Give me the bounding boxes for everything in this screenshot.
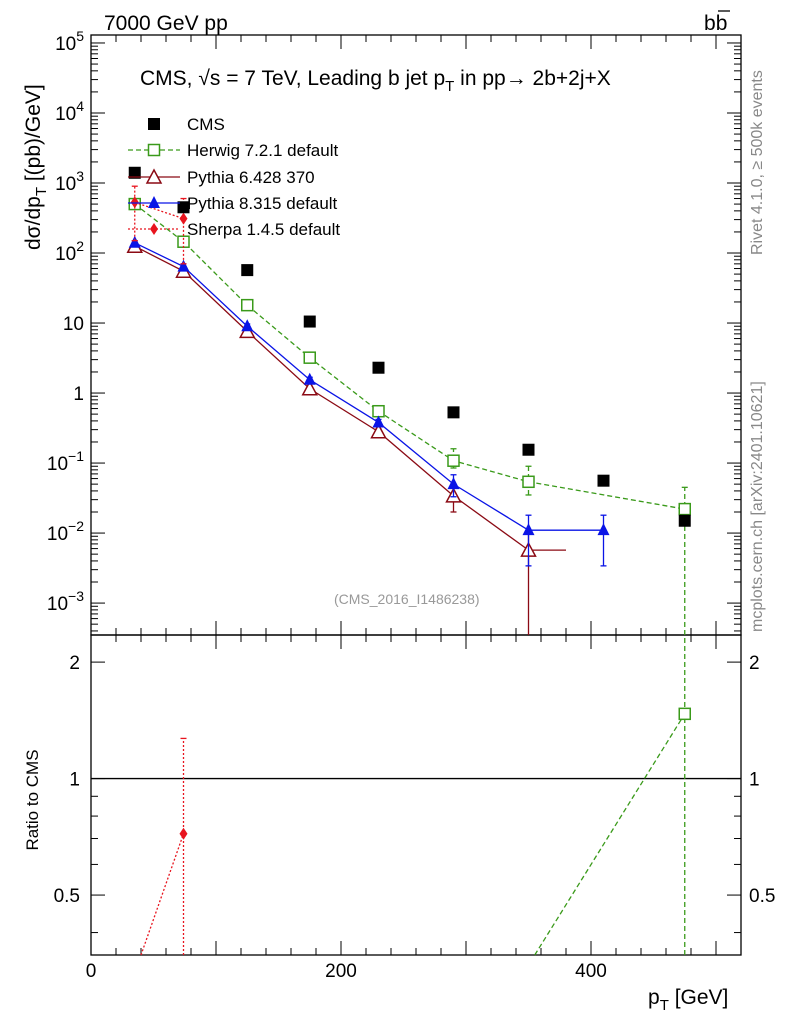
ratio-series-sherpa-1-4-5-default xyxy=(140,737,188,956)
series-line xyxy=(134,203,685,510)
legend-marker xyxy=(150,223,158,235)
analysis-watermark: (CMS_2016_I1486238) xyxy=(334,591,480,607)
data-point xyxy=(597,474,610,487)
series-sherpa-1-4-5-default xyxy=(130,185,188,265)
data-point xyxy=(678,514,691,527)
y-tick-label: 10−3 xyxy=(47,588,84,615)
legend-marker xyxy=(148,118,160,130)
process-label: bb xyxy=(704,12,727,35)
y-tick-label: 10 xyxy=(63,314,84,335)
ratio-series-group xyxy=(140,635,691,956)
data-point xyxy=(179,212,188,225)
ratio-y-tick-label: 0.5 xyxy=(54,886,80,907)
ratio-y-axis-label: Ratio to CMS xyxy=(23,749,42,850)
x-tick-label: 400 xyxy=(575,961,607,982)
mcplots-label: mcplots.cern.ch [arXiv:2401.10621] xyxy=(749,381,766,632)
ratio-plot-frame xyxy=(90,634,742,956)
legend-item: Sherpa 1.4.5 default xyxy=(128,220,340,239)
legend-item: Pythia 8.315 default xyxy=(128,194,338,213)
ratio-y-tick-label: 2 xyxy=(69,653,80,674)
data-point xyxy=(372,415,385,428)
legend-marker xyxy=(147,143,161,157)
y-tick-label: 104 xyxy=(55,98,84,125)
legend-marker xyxy=(148,196,160,208)
series-pythia-8-315-default xyxy=(128,235,610,567)
data-point xyxy=(597,523,610,536)
data-point xyxy=(128,235,141,248)
legend-label: Pythia 6.428 370 xyxy=(187,168,315,187)
series-herwig-7-2-1-default xyxy=(128,197,691,635)
y-tick-label: 105 xyxy=(55,28,84,55)
legend-label: Sherpa 1.4.5 default xyxy=(187,220,340,239)
y-tick-label: 103 xyxy=(55,168,84,195)
series-line xyxy=(134,245,566,551)
data-point xyxy=(241,264,254,277)
series-line xyxy=(134,242,604,531)
legend-item: Herwig 7.2.1 default xyxy=(128,141,338,160)
legend-item: Pythia 6.428 370 xyxy=(128,168,315,187)
x-axis-label: pT [GeV] xyxy=(648,986,728,1014)
main-y-axis-label: dσ/dpT [(pb)/GeV] xyxy=(22,84,50,250)
data-point xyxy=(372,361,385,374)
legend-item: CMS xyxy=(148,115,225,134)
data-point xyxy=(678,502,691,516)
ratio-axis-ticks xyxy=(90,635,742,955)
legend-label: Herwig 7.2.1 default xyxy=(187,141,338,160)
main-axis-ticks xyxy=(90,35,742,635)
y-tick-label: 10−2 xyxy=(47,518,84,545)
legend-marker xyxy=(145,168,163,184)
data-point xyxy=(372,404,385,418)
y-tick-label: 10−1 xyxy=(47,448,84,475)
legend-label: Pythia 8.315 default xyxy=(187,194,338,213)
data-point xyxy=(522,523,535,536)
legend: CMS Herwig 7.2.1 default Pythia 6.428 370 P… xyxy=(128,115,340,239)
data-point xyxy=(301,380,319,396)
data-point xyxy=(177,201,190,214)
y-tick-label: 1 xyxy=(73,384,84,405)
data-point xyxy=(177,259,190,272)
data-point xyxy=(522,443,535,456)
data-point xyxy=(447,454,460,467)
data-point xyxy=(241,319,254,332)
ratio-series-herwig-7-2-1-default xyxy=(534,635,691,956)
ratio-y-tick-label: 1 xyxy=(69,770,80,791)
ratio-line xyxy=(534,713,686,956)
legend-label: CMS xyxy=(187,115,225,134)
data-point xyxy=(303,351,316,364)
data-point xyxy=(130,196,139,209)
y-tick-label: 102 xyxy=(55,238,84,265)
ratio-y-tick-labels: 0.5 0.5 1 1 2 2 xyxy=(54,653,776,907)
ratio-data-point xyxy=(179,827,188,840)
ratio-data-point xyxy=(678,707,691,721)
data-point xyxy=(241,298,254,312)
x-tick-label: 0 xyxy=(86,961,97,982)
series-pythia-6-428-370 xyxy=(126,237,566,635)
ratio-line xyxy=(140,833,185,956)
data-point xyxy=(447,477,460,490)
ratio-y-tick-label-right: 1 xyxy=(749,770,760,791)
x-tick-label: 200 xyxy=(325,961,357,982)
data-point xyxy=(447,406,460,419)
rivet-label: Rivet 4.1.0, ≥ 500k events xyxy=(749,70,766,255)
x-tick-labels: 0 200 400 xyxy=(86,961,607,982)
series-cms xyxy=(128,166,691,527)
data-point xyxy=(303,372,316,385)
series-line xyxy=(134,201,184,220)
data-point xyxy=(370,423,387,439)
data-point xyxy=(522,475,535,489)
ratio-y-tick-label-right: 0.5 xyxy=(749,886,775,907)
main-series-group xyxy=(126,166,691,635)
data-point xyxy=(303,315,316,328)
ratio-y-tick-label-right: 2 xyxy=(749,653,760,674)
data-point xyxy=(128,166,141,179)
beam-label: 7000 GeV pp xyxy=(104,12,228,35)
chart-title: CMS, √s = 7 TeV, Leading b jet pT in pp→… xyxy=(140,67,611,95)
